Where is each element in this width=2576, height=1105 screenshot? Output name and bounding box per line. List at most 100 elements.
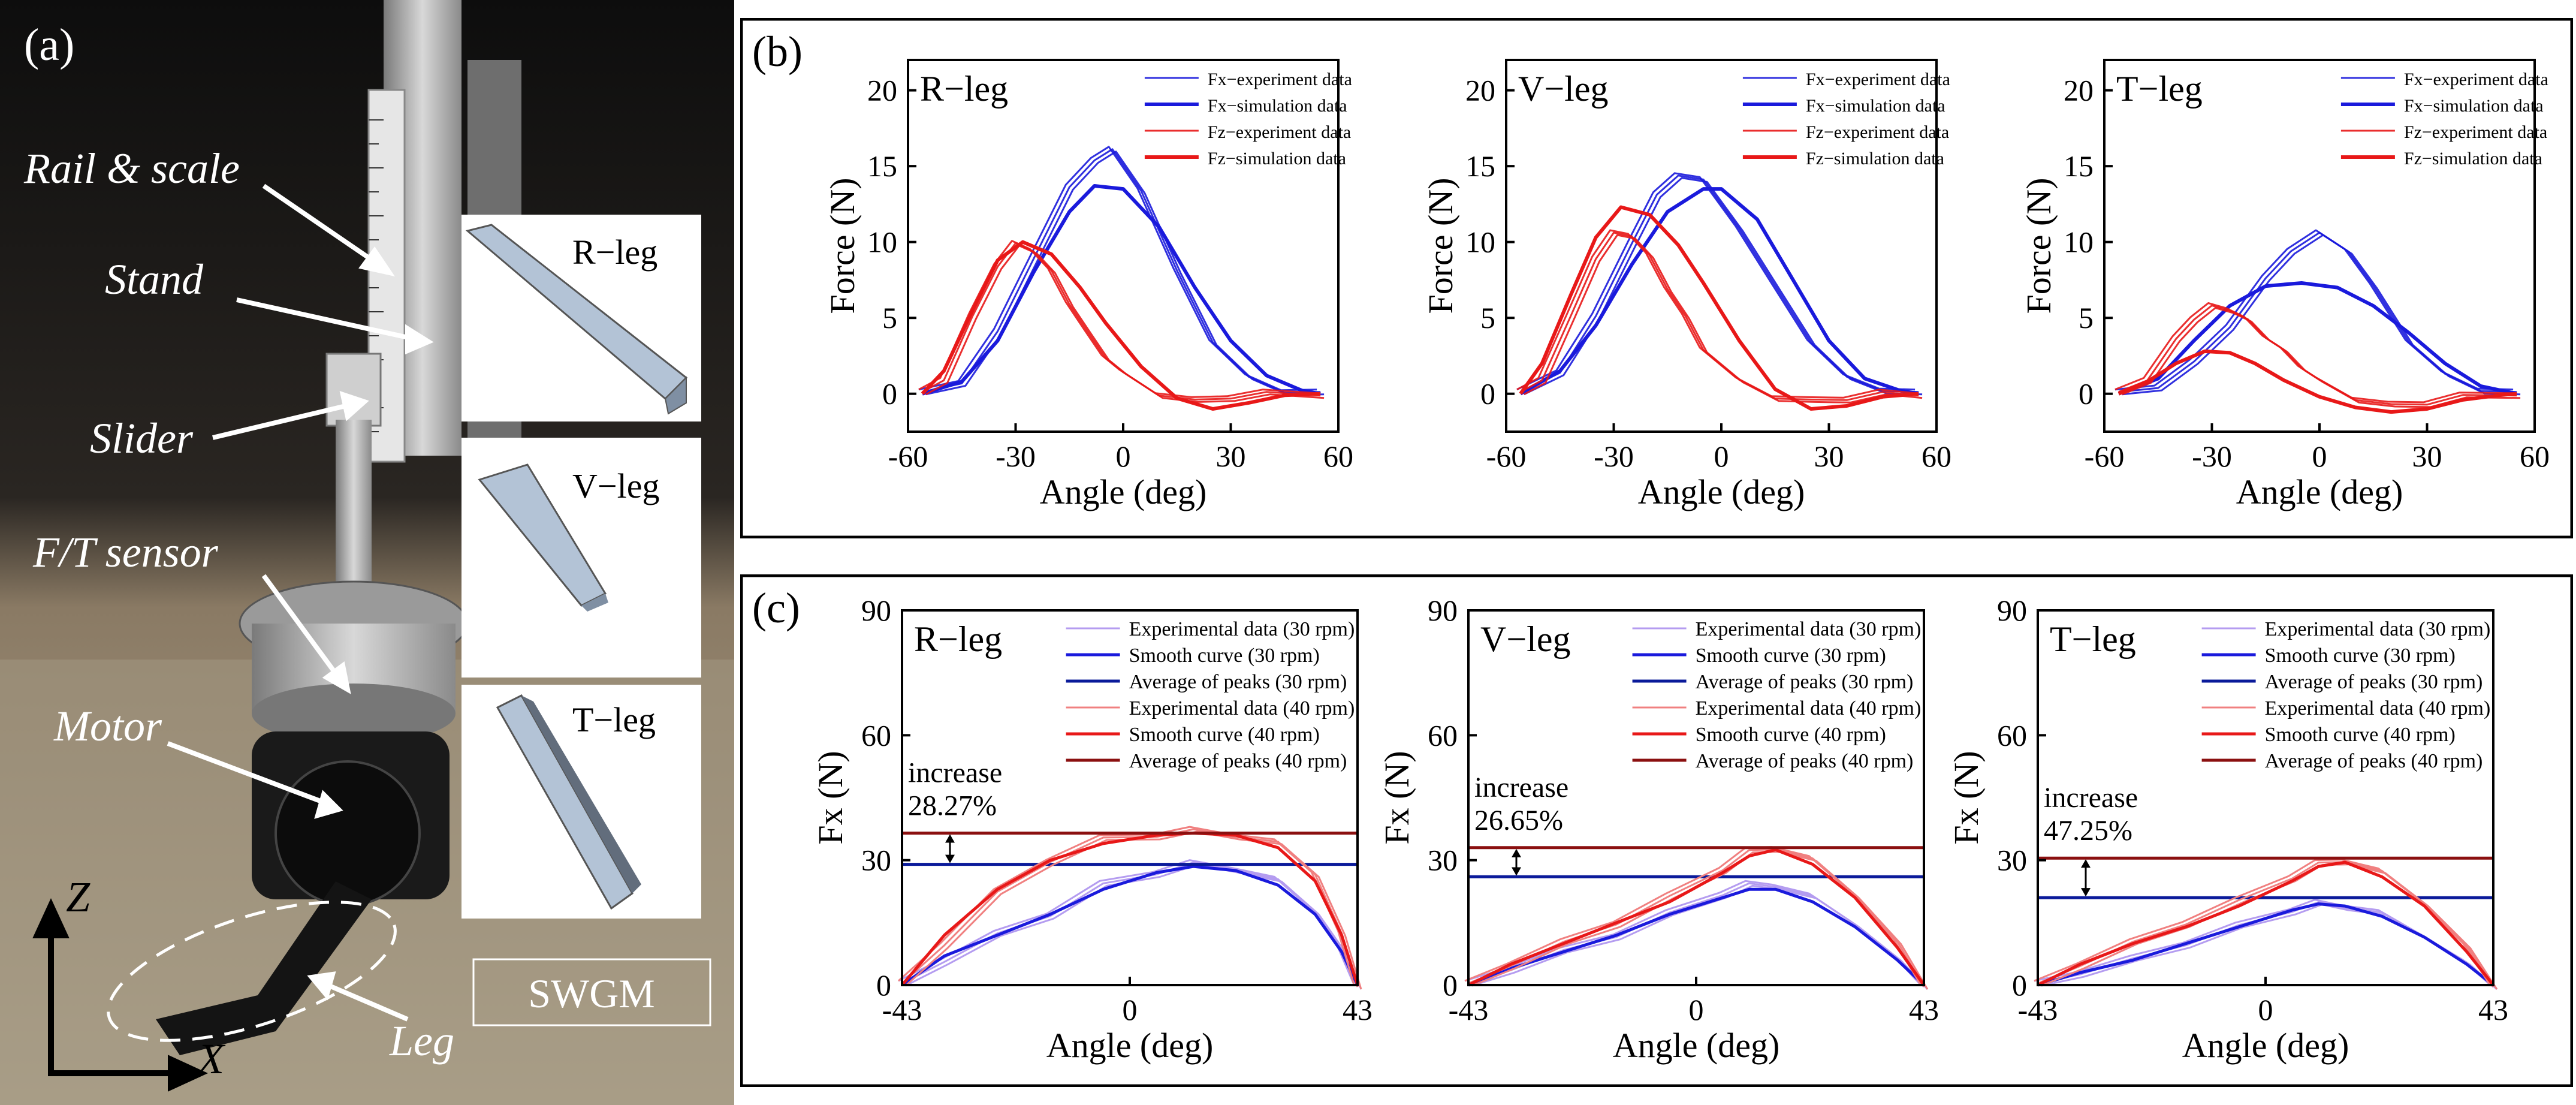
callout-motor: Motor — [53, 702, 162, 750]
experimental-photo: R−leg V−leg T−leg SWGM Rail & scale Stan… — [0, 0, 734, 1105]
legend-label-b1-0: Fx−experiment data — [1208, 70, 1352, 89]
series-b3-2-trace-2 — [2122, 307, 2521, 408]
series-c2-4 — [1467, 848, 1926, 987]
slider-block — [325, 353, 382, 427]
legend-label-b3-1: Fx−simulation data — [2404, 96, 2544, 116]
ytick-label-c3-3: 90 — [1997, 594, 2027, 627]
series-b3-3 — [2117, 349, 2517, 414]
legend-label-c2-4: Smooth curve (40 rpm) — [1696, 724, 1886, 746]
ytick-label-b2-4: 20 — [1465, 74, 1495, 107]
xtick-label-b1-1: -30 — [996, 439, 1036, 473]
chart-b1: -60 -30 0 30 60 0 5 10 15 20 Angle (deg) Force (N) R… — [823, 59, 1353, 511]
panel-c-frame — [740, 574, 2573, 1087]
series-c1-0-trace-2 — [905, 864, 1362, 990]
ytick-label-c3-2: 60 — [1997, 718, 2027, 752]
series-b3-0-trace-2 — [2122, 234, 2521, 396]
xlabel-c3: Angle (deg) — [2182, 1026, 2349, 1065]
axis-z-label: Z — [66, 873, 91, 921]
axis-x-label: X — [196, 1035, 226, 1083]
xtick-label-b1-0: -60 — [888, 439, 928, 473]
increase-arrow-head-down-c3 — [2081, 888, 2091, 897]
xtick-label-b3-0: -60 — [2085, 439, 2125, 473]
stand-arrow — [236, 297, 414, 341]
series-b1-3 — [921, 240, 1321, 411]
rail-arrow — [262, 183, 379, 266]
xtick-label-b2-4: 60 — [1922, 439, 1951, 473]
series-c1-1 — [901, 865, 1359, 987]
increase-value-c1: 28.27% — [908, 790, 997, 822]
increase-arrow-head-down-c2 — [1512, 867, 1521, 876]
leg-arrow — [322, 981, 409, 1022]
legend-label-c1-1: Smooth curve (30 rpm) — [1129, 645, 1320, 667]
leg — [156, 881, 372, 1055]
legend-label-c1-4: Smooth curve (40 rpm) — [1129, 724, 1320, 746]
ylabel-c1: Fx (N) — [811, 751, 850, 844]
legend-label-c1-3: Experimental data (40 rpm) — [1129, 697, 1355, 719]
ytick-label-c1-2: 60 — [861, 718, 891, 752]
xlabel-b2: Angle (deg) — [1638, 472, 1805, 511]
xtick-label-c1-1: 0 — [1123, 993, 1138, 1026]
motor-arrow — [167, 741, 328, 806]
series-c1-3-trace-2 — [904, 830, 1362, 990]
xtick-label-b2-2: 0 — [1714, 439, 1729, 473]
ytick-label-b2-1: 5 — [1480, 301, 1495, 335]
ytick-label-b3-3: 15 — [2064, 149, 2094, 183]
xtick-label-c3-1: 0 — [2258, 993, 2273, 1026]
legend-label-c2-3: Experimental data (40 rpm) — [1696, 697, 1922, 719]
ytick-label-c2-2: 60 — [1428, 718, 1458, 752]
ytick-label-c1-3: 90 — [861, 594, 891, 627]
panel-c-label: (c) — [752, 584, 800, 632]
swgm-box — [472, 958, 711, 1026]
sensor-arrow — [261, 574, 341, 679]
xtick-label-b3-2: 0 — [2312, 439, 2327, 473]
legend-label-c2-1: Smooth curve (30 rpm) — [1696, 645, 1886, 667]
swgm-label: SWGM — [528, 971, 655, 1016]
legend-label-c2-5: Average of peaks (40 rpm) — [1696, 750, 1914, 772]
legend-label-c1-0: Experimental data (30 rpm) — [1129, 618, 1355, 640]
xtick-label-c2-1: 0 — [1689, 993, 1704, 1026]
legend-label-c3-1: Smooth curve (30 rpm) — [2265, 645, 2456, 667]
ytick-label-b3-1: 5 — [2079, 301, 2094, 335]
increase-label-c3: increase — [2044, 782, 2138, 814]
xtick-label-c3-2: 43 — [2478, 993, 2508, 1026]
ytick-label-b3-4: 20 — [2064, 74, 2094, 107]
series-b1-2-trace-1 — [922, 242, 1321, 401]
ytick-label-b1-1: 5 — [882, 301, 897, 335]
ytick-label-c3-1: 30 — [1997, 844, 2027, 877]
vertical-shaft — [336, 420, 372, 600]
legend-label-b3-2: Fz−experiment data — [2404, 122, 2547, 142]
panel-b-label: (b) — [752, 28, 803, 76]
inset-r-leg-label: R−leg — [572, 233, 657, 272]
ytick-label-b2-0: 0 — [1480, 377, 1495, 411]
xtick-label-c2-0: -43 — [1449, 993, 1489, 1026]
ylabel-b3: Force (N) — [2019, 177, 2058, 314]
xtick-label-c1-2: 43 — [1343, 993, 1373, 1026]
series-b1-2-trace-2 — [925, 245, 1325, 403]
increase-arrow-head-up-c3 — [2081, 859, 2091, 868]
legend-label-c2-0: Experimental data (30 rpm) — [1696, 618, 1922, 640]
xtick-label-b1-2: 0 — [1116, 439, 1131, 473]
series-b2-2-trace-1 — [1520, 231, 1919, 401]
ytick-label-c1-0: 0 — [876, 968, 891, 1002]
legend-label-c2-2: Average of peaks (30 rpm) — [1696, 671, 1914, 693]
ylabel-c2: Fx (N) — [1377, 751, 1416, 844]
callout-stand: Stand — [105, 255, 204, 303]
series-c3-4 — [2037, 860, 2494, 987]
ytick-label-b1-2: 10 — [867, 225, 897, 259]
xlabel-b3: Angle (deg) — [2236, 472, 2403, 511]
xtick-label-b2-1: -30 — [1594, 439, 1634, 473]
chart-title-c1: R−leg — [914, 619, 1002, 659]
legend-label-b1-3: Fz−simulation data — [1208, 149, 1346, 168]
chart-b3: -60 -30 0 30 60 0 5 10 15 20 Angle (deg) Force (N) T… — [2019, 59, 2550, 511]
xtick-label-c1-0: -43 — [882, 993, 922, 1026]
callout-slider: Slider — [90, 414, 194, 462]
leg-highlight-ellipse — [107, 901, 397, 1042]
increase-label-c1: increase — [908, 757, 1002, 789]
chart-title-c2: V−leg — [1480, 619, 1570, 659]
ytick-label-c2-3: 90 — [1428, 594, 1458, 627]
increase-value-c3: 47.25% — [2044, 815, 2132, 847]
increase-label-c2: increase — [1474, 772, 1568, 803]
ytick-label-b3-0: 0 — [2079, 377, 2094, 411]
